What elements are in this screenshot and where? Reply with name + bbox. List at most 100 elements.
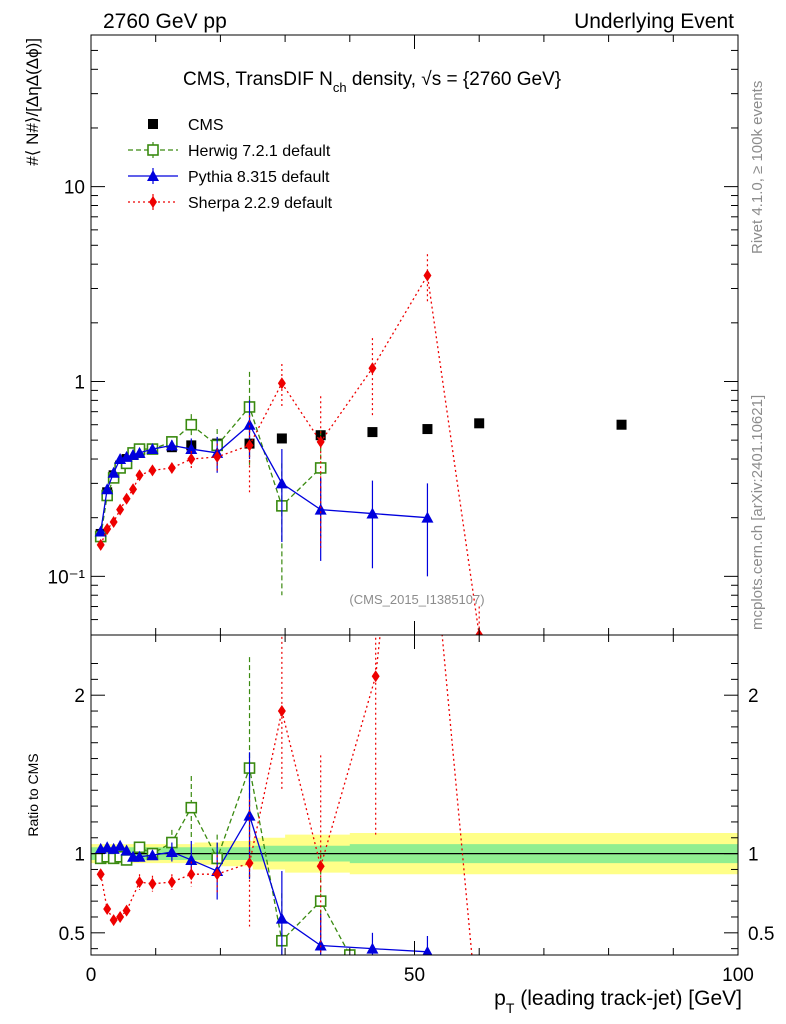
legend-marker [148,119,158,129]
data-point [133,446,146,458]
data-point [94,525,107,537]
data-point [185,418,198,431]
ratio-y-tick-label-right: 0.5 [748,924,774,945]
data-point [165,439,178,451]
data-point [423,269,432,282]
data-point [616,419,627,430]
ratio-point [314,939,327,951]
series-sherpa [96,254,484,635]
ratio-point [187,868,196,881]
x-axis-label: pT (leading track-jet) [GeV] [494,987,742,1016]
legend-item-herwig: Herwig 7.2.1 default [128,142,331,160]
data-point [167,461,176,474]
legend-marker [149,196,157,208]
ratio-point [148,877,157,890]
ratio-y-tick-label: 0.5 [59,924,85,945]
series-herwig [94,371,327,596]
data-point [316,435,325,448]
legend-label: Herwig 7.2.1 default [188,143,331,160]
ratio-point [213,868,222,881]
ratio-series-sherpa [96,635,473,955]
ratio-y-tick-label: 1 [74,845,85,866]
data-point [366,507,379,519]
rivet-label: Rivet 4.1.0, ≥ 100k events [749,81,766,254]
ratio-point [116,910,125,923]
data-point [122,492,131,505]
ratio-plot: 0.5 0.5 1 1 2 2 0 50 100 Ratio to CMS [25,634,774,986]
ratio-point [96,868,105,881]
legend-item-cms: CMS [148,117,224,134]
ratio-point [114,839,127,851]
ratio-point [277,705,286,718]
ratio-y-tick-label-right: 1 [748,845,759,866]
header-left: 2760 GeV pp [103,10,227,33]
ratio-point [135,876,144,889]
series-line [100,405,322,537]
data-point [185,443,198,455]
ratio-point [107,842,120,854]
data-point [421,511,434,523]
ratio-point [366,942,379,954]
data-point [245,439,254,452]
main-plot: 10⁻¹ 1 10 CMS, TransDIF Nch density, √s = … [23,34,739,636]
ratio-point [165,846,178,858]
data-point [314,503,327,515]
series-line [100,423,428,532]
ratio-point [316,860,325,873]
ratio-point [185,853,198,865]
ratio-line [100,635,473,955]
ratio-frame [90,634,739,956]
y-axis-label: #⟨ N#⟩/[ΔηΔ(Δϕ)] [23,38,42,166]
data-point [243,418,256,430]
data-point [146,443,159,455]
x-tick-label: 0 [86,965,97,986]
data-point [422,424,433,435]
data-point [116,503,125,516]
ratio-y-tick-label-right: 2 [748,686,759,707]
data-point [109,516,118,529]
ratio-point [146,849,159,861]
legend-item-sherpa: Sherpa 2.2.9 default [128,194,333,212]
legend-label: CMS [188,117,224,134]
data-point [275,477,288,489]
data-point [103,522,112,535]
y-tick-label: 1 [74,372,85,393]
data-point [367,427,378,438]
data-point [276,433,287,444]
ratio-point [122,904,131,917]
analysis-watermark: (CMS_2015_I1385107) [349,592,484,607]
legend-item-pythia: Pythia 8.315 default [128,168,330,186]
data-point [96,538,105,551]
data-point [129,483,138,496]
data-point [213,450,222,463]
ratio-y-tick-label: 2 [74,686,85,707]
plot-title: CMS, TransDIF Nch density, √s = {2760 Ge… [183,69,561,95]
legend-marker [147,170,159,181]
header-right: Underlying Event [574,10,734,33]
ratio-point [133,841,146,854]
ratio-point [103,903,112,916]
legend-label: Sherpa 2.2.9 default [188,195,333,212]
data-point [101,483,114,495]
series-pythia [94,400,434,577]
data-point [187,453,196,466]
ratio-point [245,857,254,870]
data-point [135,469,144,482]
y-tick-label: 10⁻¹ [48,567,86,588]
data-point [148,464,157,477]
series-line [100,273,480,635]
mcplots-label: mcplots.cern.ch [arXiv:2401.10621] [749,395,766,630]
x-tick-label: 50 [404,965,425,986]
ratio-point [185,801,198,814]
ratio-series-herwig [94,657,356,955]
legend: CMS Herwig 7.2.1 default Pythia 8.315 defa… [128,117,333,212]
y-tick-label: 10 [64,178,85,199]
ratio-point [422,945,433,955]
ratio-point [167,876,176,889]
legend-marker [147,144,159,156]
data-point [107,466,120,478]
data-point [277,377,286,390]
ratio-point [371,670,380,683]
ratio-point [275,912,288,924]
